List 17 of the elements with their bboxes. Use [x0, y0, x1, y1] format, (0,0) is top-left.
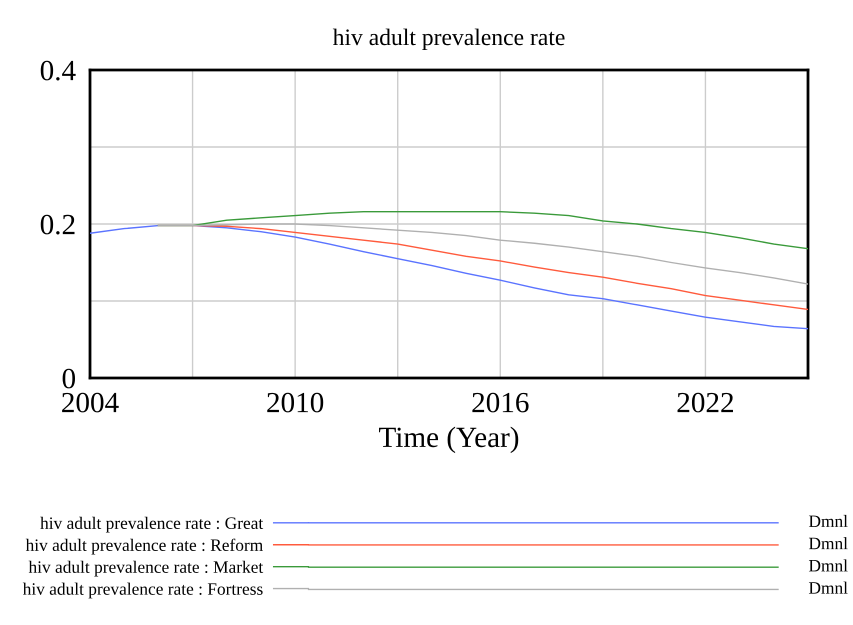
legend-label: hiv adult prevalence rate : Reform: [26, 538, 263, 555]
y-tick-label: 0: [62, 368, 75, 388]
x-axis-title: Time (Year): [379, 426, 518, 454]
text: Dmnl: [808, 537, 848, 550]
x-tick-label: 2010: [267, 392, 324, 412]
text: Dmnl: [808, 559, 848, 572]
y-tick-label: 0.2: [40, 214, 74, 235]
text: Dmnl: [808, 514, 848, 527]
y-tick-label: 0.4: [40, 60, 76, 81]
x-tick-label: 2022: [678, 392, 733, 412]
legend-label: hiv adult prevalence rate : Market: [28, 560, 264, 576]
x-tick-label: 2004: [62, 392, 119, 412]
text: Dmnl: [808, 582, 848, 594]
chart-title: hiv adult prevalence rate: [332, 28, 565, 50]
legend-label: hiv adult prevalence rate : Fortress: [22, 582, 263, 598]
legend-label: hiv adult prevalence rate : Great: [40, 516, 264, 533]
x-tick-label: 2016: [472, 392, 529, 412]
